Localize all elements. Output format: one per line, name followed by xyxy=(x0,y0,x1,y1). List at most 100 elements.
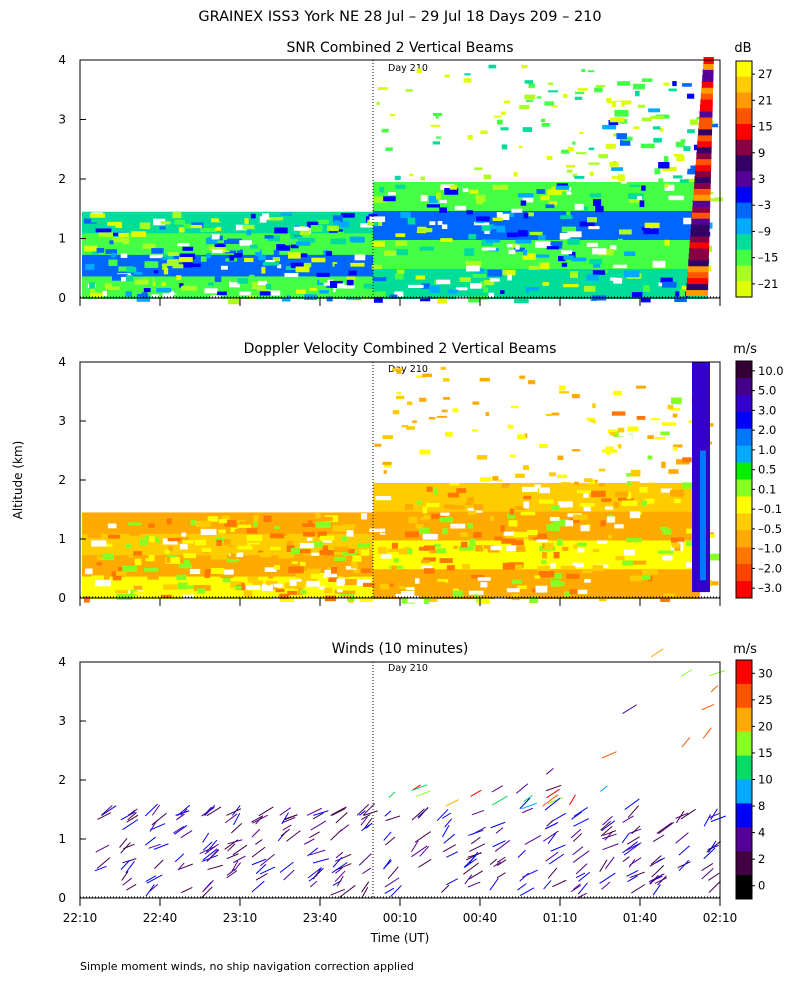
y-tick-label: 0 xyxy=(58,291,66,305)
wind-barb xyxy=(519,872,529,882)
wind-barb xyxy=(708,872,720,881)
field-cell xyxy=(178,227,185,233)
wind-barb xyxy=(119,837,128,848)
wind-barb xyxy=(153,843,169,850)
field-cell xyxy=(112,237,125,243)
wind-barb xyxy=(309,831,320,839)
colorbar-swatch xyxy=(736,123,752,141)
x-tick-label: 00:40 xyxy=(463,911,498,925)
field-cell xyxy=(394,175,401,181)
wind-barb xyxy=(678,860,690,872)
wind-barb xyxy=(629,871,645,879)
field-cell xyxy=(639,486,648,493)
field-cell xyxy=(422,373,433,377)
field-cell xyxy=(230,526,238,533)
field-cell xyxy=(305,266,319,271)
field-cell xyxy=(377,547,387,554)
field-cell xyxy=(459,545,474,551)
field-cell xyxy=(285,239,299,246)
wind-barb xyxy=(419,845,430,857)
field-cell xyxy=(442,378,450,382)
field-cell xyxy=(401,424,409,428)
field-cell xyxy=(671,397,682,405)
field-cell xyxy=(190,291,202,297)
field-cell xyxy=(487,269,503,277)
wind-barb xyxy=(178,863,194,870)
wind-barb xyxy=(468,870,484,880)
field-cell xyxy=(91,540,107,547)
field-cell xyxy=(583,285,596,292)
field-cell xyxy=(611,167,623,171)
wind-barb xyxy=(708,840,717,853)
field-cell xyxy=(120,276,130,282)
colorbar-swatch xyxy=(736,683,752,709)
field-cell xyxy=(579,132,584,135)
field-cell xyxy=(506,232,518,238)
field-cell xyxy=(689,123,695,128)
wind-barb xyxy=(145,884,155,897)
field-cell xyxy=(588,226,600,230)
field-cell xyxy=(396,391,401,395)
field-cell xyxy=(133,591,150,595)
field-cell xyxy=(315,513,321,519)
field-cell xyxy=(541,560,547,564)
field-cell xyxy=(605,143,616,149)
field-cell xyxy=(536,254,550,258)
wind-barb xyxy=(232,855,246,864)
field-cell xyxy=(89,292,103,298)
edge-column xyxy=(692,205,711,213)
field-cell xyxy=(161,576,173,581)
wind-barb xyxy=(101,805,117,816)
wind-barb xyxy=(207,864,223,871)
field-cell xyxy=(257,549,264,553)
field-cell xyxy=(249,274,255,279)
y-tick-label: 3 xyxy=(58,113,66,127)
field-cell xyxy=(502,562,518,570)
field-cell xyxy=(192,279,199,284)
field-cell xyxy=(91,575,104,581)
wind-barb xyxy=(622,815,634,823)
field-cell xyxy=(161,256,169,261)
field-cell xyxy=(286,545,295,552)
wind-barb xyxy=(546,819,555,827)
edge-column xyxy=(703,62,714,70)
field-cell xyxy=(609,161,619,167)
field-cell xyxy=(218,529,226,534)
colorbar-swatch xyxy=(736,755,752,780)
wind-barb xyxy=(523,795,533,803)
field-cell xyxy=(326,296,333,302)
field-cell xyxy=(467,508,483,513)
field-cell xyxy=(309,287,318,291)
field-cell xyxy=(580,206,588,211)
field-cell xyxy=(601,498,612,502)
field-cell xyxy=(332,525,347,532)
field-cell xyxy=(449,483,460,486)
field-cell xyxy=(319,550,334,556)
plot-area xyxy=(82,56,724,305)
colorbar-swatch xyxy=(736,76,752,93)
field-cell xyxy=(637,104,646,108)
field-cell xyxy=(392,410,400,415)
wind-barb xyxy=(279,807,292,816)
field-cell xyxy=(290,262,304,269)
field-cell xyxy=(447,492,460,498)
colorbar-swatch xyxy=(736,155,752,172)
field-cell xyxy=(346,276,356,281)
field-cell xyxy=(679,289,686,297)
field-cell xyxy=(229,281,241,288)
wind-barb xyxy=(467,881,481,888)
field-cell xyxy=(196,588,206,594)
field-cell xyxy=(586,417,595,421)
field-cell xyxy=(415,524,424,529)
field-cell xyxy=(340,595,352,600)
field-cell xyxy=(481,239,494,247)
wind-barb xyxy=(464,858,478,868)
field-cell xyxy=(561,226,577,233)
field-cell xyxy=(373,219,379,227)
wind-barb xyxy=(521,802,537,810)
y-tick-label: 0 xyxy=(58,891,66,905)
field-cell xyxy=(659,127,664,132)
field-cell xyxy=(354,254,366,261)
edge-column xyxy=(694,175,711,183)
field-cell xyxy=(268,573,274,579)
